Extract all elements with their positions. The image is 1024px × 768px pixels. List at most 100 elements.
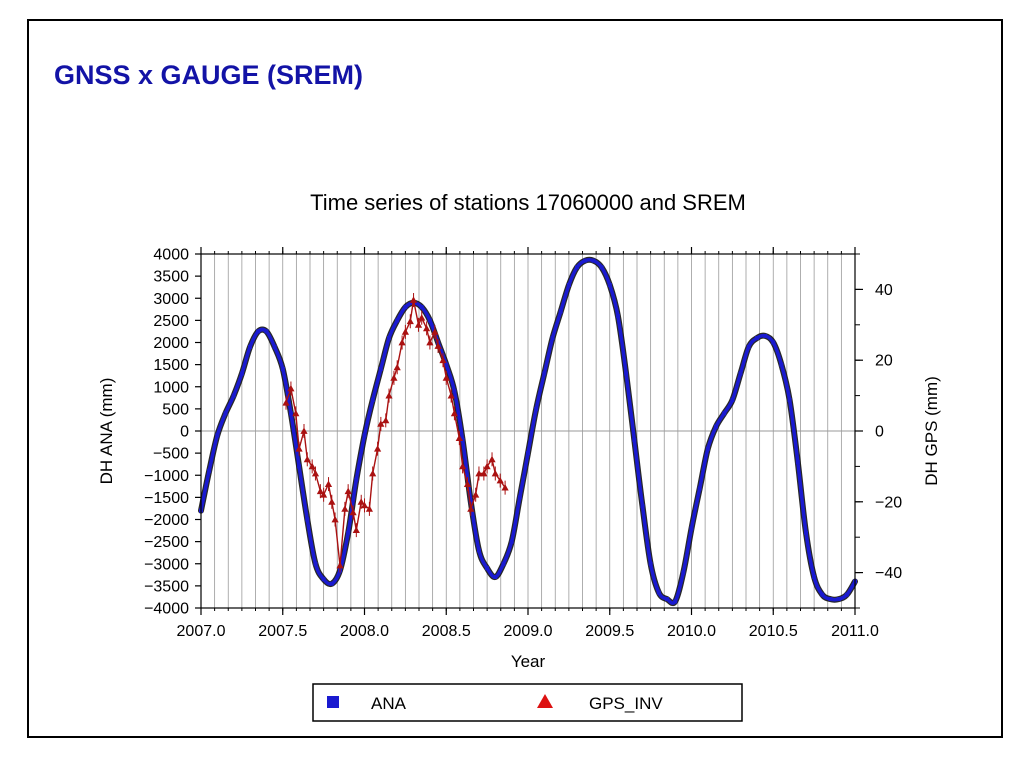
ana-point (795, 460, 800, 464)
y-left-tick-label: −3500 (144, 578, 189, 595)
ana-point (272, 344, 277, 349)
ana-point (640, 504, 645, 509)
ana-point (575, 265, 579, 270)
gps-inv-point (292, 409, 300, 417)
gps-inv-point (303, 455, 311, 463)
gps-inv-point (369, 469, 377, 477)
gps-inv-point (459, 462, 467, 470)
gps-inv-point (423, 324, 431, 332)
y-left-tick-label: −3000 (144, 556, 189, 573)
gps-inv-point (316, 487, 324, 495)
ana-point (509, 539, 514, 544)
gps-inv-point (491, 469, 499, 477)
gps-inv-point (287, 384, 295, 392)
ana-point (722, 411, 727, 416)
y-right-tick-label: 40 (875, 282, 893, 299)
gps-inv-point (472, 491, 480, 498)
ana-point (280, 367, 285, 371)
ana-point (705, 446, 710, 451)
gps-inv-point (374, 445, 382, 452)
ana-point (836, 597, 841, 602)
ana-point (223, 411, 228, 416)
x-tick-label: 2009.0 (504, 623, 553, 640)
gps-inv-point (344, 487, 352, 495)
red-triangle-icon (537, 694, 553, 708)
slide-title: GNSS x GAUGE (SREM) (54, 60, 364, 90)
gps-inv-point (382, 416, 390, 424)
ana-point (812, 575, 817, 579)
y-left-tick-label: −2000 (144, 512, 189, 529)
ana-point (697, 486, 702, 491)
ana-point (665, 597, 669, 602)
ana-point (632, 437, 637, 442)
gps-inv-point (480, 469, 488, 477)
legend-label-gps-inv: GPS_INV (589, 694, 663, 713)
gps-inv-point (341, 505, 349, 512)
ana-point (288, 411, 293, 416)
gps-inv-point (324, 480, 333, 487)
gps-inv-point (390, 374, 398, 381)
gps-inv-point (442, 374, 450, 381)
gps-inv-point (377, 420, 385, 427)
gps-inv-point (406, 317, 414, 325)
grid-lines (201, 254, 855, 608)
gps-inv-point (393, 363, 401, 371)
y-right-tick-label: 20 (875, 353, 893, 370)
ana-point (248, 344, 252, 349)
gps-inv-point (352, 526, 360, 533)
gps-inv-point (365, 505, 373, 512)
gps-inv-point (414, 321, 423, 328)
ana-point (485, 566, 490, 571)
ana-point (477, 548, 481, 553)
ana-point (419, 305, 424, 310)
ana-point (387, 336, 391, 341)
ana-point (558, 309, 563, 314)
legend-box (312, 683, 743, 722)
ana-point (828, 597, 833, 602)
ana-point (648, 561, 653, 566)
x-tick-label: 2010.0 (667, 623, 716, 640)
gps-inv-point (447, 392, 455, 399)
gps-inv-point (488, 455, 496, 463)
ana-point (215, 433, 220, 438)
gps-inv-point (475, 469, 483, 477)
ana-point (256, 329, 261, 334)
ana-point (599, 265, 604, 270)
chart-title: Time series of stations 17060000 and SRE… (310, 190, 746, 215)
ana-point (378, 367, 383, 371)
legend: ANA GPS_INV (312, 683, 743, 722)
legend-label-ana: ANA (371, 694, 407, 713)
ana-point (763, 333, 768, 338)
ana-point (346, 530, 351, 535)
gps-inv-point (360, 501, 369, 509)
ana-point (329, 581, 334, 586)
x-tick-label: 2011.0 (831, 623, 879, 640)
series-ana (198, 256, 858, 607)
y-left-tick-label: −1500 (144, 490, 189, 507)
ana-point (754, 336, 759, 341)
ana-point (714, 424, 718, 429)
gps-inv-point (401, 328, 409, 335)
axes: 2007.0 2007.5 2008.0 2008.5 2009.0 2009.5 2010… (144, 247, 902, 641)
y-left-tick-label: 2000 (153, 335, 189, 352)
x-tick-label: 2008.0 (340, 623, 389, 640)
y-left-tick-label: 1500 (153, 357, 189, 374)
gps-inv-point (434, 342, 442, 349)
ana-point (615, 313, 620, 318)
ana-point (550, 336, 555, 341)
ana-point (771, 340, 776, 345)
y-left-tick-label: −2500 (144, 534, 189, 551)
ana-point (313, 561, 318, 566)
ana-point (820, 592, 825, 597)
gps-inv-point (483, 462, 491, 470)
ana-point (501, 561, 506, 566)
ana-point (566, 283, 571, 287)
ana-point (804, 530, 808, 535)
ana-point (444, 362, 449, 367)
gps-inv-point (501, 484, 509, 491)
slide-frame (27, 19, 1003, 738)
y-axis-right-label: DH GPS (mm) (922, 376, 941, 486)
ana-point (517, 495, 522, 500)
ana-point (681, 570, 686, 575)
gps-inv-point (300, 427, 308, 434)
